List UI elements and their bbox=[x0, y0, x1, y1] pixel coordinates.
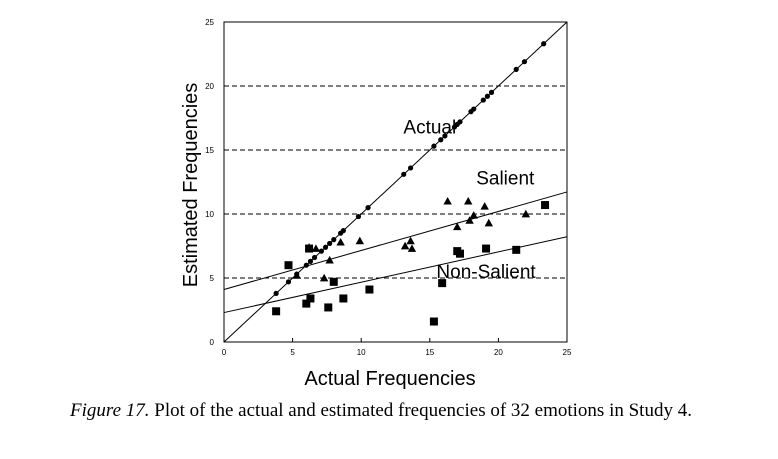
caption-label: Figure 17. bbox=[70, 400, 150, 421]
square-point bbox=[438, 279, 447, 288]
triangle-point bbox=[464, 197, 473, 205]
triangle-point bbox=[443, 197, 452, 205]
circle-point bbox=[407, 165, 414, 171]
square-point bbox=[272, 307, 281, 316]
triangle-point bbox=[521, 209, 531, 218]
y-tick-label: 0 bbox=[210, 338, 215, 347]
square-point bbox=[541, 201, 550, 210]
circle-point bbox=[365, 205, 371, 211]
x-tick-label: 15 bbox=[425, 348, 434, 357]
triangle-point bbox=[400, 241, 410, 250]
circle-point bbox=[541, 41, 547, 47]
square-point bbox=[324, 303, 333, 312]
circle-point bbox=[438, 137, 444, 143]
circle-point bbox=[480, 97, 486, 103]
square-point bbox=[284, 261, 293, 270]
circle-point bbox=[488, 89, 495, 95]
square-point bbox=[512, 245, 521, 254]
x-tick-label: 0 bbox=[222, 348, 227, 357]
circle-point bbox=[331, 237, 337, 243]
circle-point bbox=[355, 213, 362, 220]
triangle-point bbox=[480, 202, 489, 210]
circle-point bbox=[521, 59, 528, 65]
fit-line bbox=[223, 236, 568, 314]
triangle-point bbox=[484, 218, 493, 227]
series-label: Actual bbox=[403, 117, 456, 138]
circle-point bbox=[484, 93, 491, 99]
x-axis-title: Actual Frequencies bbox=[304, 368, 475, 390]
circle-point bbox=[327, 240, 333, 247]
triangle-point bbox=[469, 211, 478, 219]
square-point bbox=[305, 244, 314, 253]
circle-point bbox=[442, 133, 448, 139]
square-point bbox=[455, 249, 464, 258]
triangle-point bbox=[325, 255, 334, 264]
series-label: Salient bbox=[476, 169, 535, 190]
circle-point bbox=[471, 106, 477, 112]
figure-caption: Figure 17. Plot of the actual and estima… bbox=[70, 398, 750, 423]
triangle-point bbox=[407, 244, 417, 252]
x-tick-label: 25 bbox=[563, 348, 572, 357]
square-point bbox=[306, 294, 315, 303]
circle-point bbox=[318, 248, 325, 254]
fit-line bbox=[223, 21, 568, 343]
axis-ticks: 0 5 10 15 20 25 0 5 10 15 20 25 bbox=[205, 18, 572, 357]
circle-point bbox=[285, 279, 292, 285]
circle-point bbox=[303, 262, 309, 268]
scatter-chart: 0 5 10 15 20 25 0 5 10 15 20 25 Actual Salient Non-Sa… bbox=[180, 18, 572, 390]
circle-point bbox=[340, 228, 346, 234]
x-tick-label: 5 bbox=[290, 348, 295, 357]
y-tick-label: 15 bbox=[205, 146, 214, 155]
series-label: Non-Salient bbox=[436, 262, 536, 283]
square-point bbox=[302, 299, 311, 308]
circle-point bbox=[513, 66, 519, 72]
circle-point bbox=[457, 119, 463, 125]
circle-point bbox=[311, 254, 318, 261]
triangle-point bbox=[336, 237, 345, 246]
fit-lines bbox=[223, 21, 568, 343]
x-tick-label: 20 bbox=[494, 348, 503, 357]
data-points bbox=[272, 41, 550, 326]
plot-frame bbox=[223, 21, 568, 343]
y-tick-label: 25 bbox=[205, 18, 214, 27]
x-tick-label: 10 bbox=[357, 348, 366, 357]
triangle-point bbox=[311, 244, 321, 252]
y-tick-label: 20 bbox=[205, 82, 214, 91]
circle-point bbox=[401, 171, 407, 177]
caption-text: Plot of the actual and estimated frequen… bbox=[149, 400, 692, 421]
square-point bbox=[329, 277, 338, 286]
circle-point bbox=[273, 290, 279, 296]
circle-point bbox=[431, 143, 437, 149]
y-axis-title: Estimated Frequencies bbox=[180, 83, 202, 288]
series-labels: Actual Salient Non-Salient bbox=[403, 117, 536, 283]
fit-line bbox=[223, 191, 568, 291]
triangle-point bbox=[406, 236, 415, 245]
square-point bbox=[339, 294, 348, 303]
circle-point bbox=[322, 244, 329, 250]
triangle-point bbox=[319, 273, 329, 282]
triangle-point bbox=[355, 236, 365, 245]
triangle-point bbox=[453, 222, 462, 231]
square-point bbox=[429, 317, 438, 326]
y-tick-label: 5 bbox=[210, 274, 215, 283]
square-point bbox=[482, 244, 491, 253]
circle-point bbox=[307, 258, 314, 264]
triangle-point bbox=[465, 216, 474, 224]
triangle-point bbox=[292, 271, 301, 279]
y-tick-label: 10 bbox=[205, 210, 214, 219]
gridlines bbox=[224, 85, 567, 279]
square-point bbox=[365, 285, 374, 294]
